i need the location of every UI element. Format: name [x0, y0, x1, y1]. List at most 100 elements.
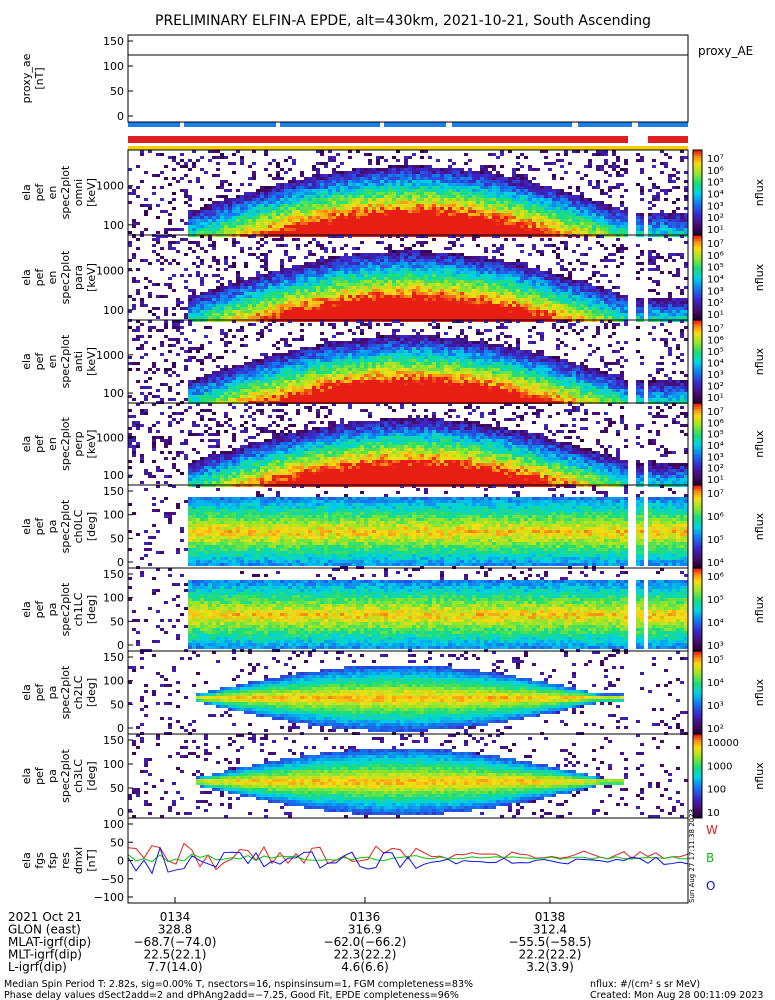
spectrogram-cell: [260, 204, 264, 207]
spectrogram-cell: [452, 244, 456, 247]
spectrogram-cell: [448, 201, 452, 204]
spectrogram-cell: [248, 235, 252, 238]
spectrogram-cell: [316, 201, 320, 204]
spectrogram-cell: [536, 301, 540, 304]
spectrogram-cell: [544, 313, 548, 316]
spectrogram-cell: [356, 304, 360, 307]
spectrogram-cell: [612, 210, 616, 213]
spectrogram-cell: [420, 250, 424, 253]
spectrogram-cell: [564, 153, 568, 156]
spectrogram-cell: [368, 304, 372, 307]
spectrogram-cell: [184, 201, 188, 204]
colorbar-cell: [693, 188, 702, 190]
spectrogram-cell: [384, 310, 388, 313]
spectrogram-cell: [316, 174, 320, 177]
spectrogram-cell: [348, 280, 352, 283]
spectrogram-cell: [392, 262, 396, 265]
spectrogram-cell: [508, 301, 512, 304]
spectrogram-cell: [448, 310, 452, 313]
spectrogram-cell: [264, 201, 268, 204]
spectrogram-cell: [340, 283, 344, 286]
spectrogram-cell: [300, 174, 304, 177]
spectrogram-cell: [244, 289, 248, 292]
spectrogram-cell: [360, 271, 364, 274]
spectrogram-cell: [548, 301, 552, 304]
spectrogram-cell: [296, 286, 300, 289]
spectrogram-cell: [484, 192, 488, 195]
spectrogram-cell: [352, 295, 356, 298]
spectrogram-cell: [476, 301, 480, 304]
spectrogram-cell: [200, 198, 204, 201]
spectrogram-cell: [148, 204, 152, 207]
spectrogram-cell: [396, 265, 400, 268]
spectrogram-cell: [580, 316, 584, 319]
spectrogram-cell: [184, 162, 188, 165]
spectrogram-cell: [212, 259, 216, 262]
colorbar-tick-label: 10⁴: [707, 190, 724, 201]
spectrogram-cell: [592, 292, 596, 295]
spectrogram-cell: [664, 228, 668, 231]
spectrogram-cell: [348, 292, 352, 295]
spectrogram-cell: [472, 286, 476, 289]
spectrogram-cell: [372, 207, 376, 210]
spectrogram-cell: [596, 298, 600, 301]
spectrogram-cell: [436, 268, 440, 271]
spectrogram-cell: [476, 195, 480, 198]
spectrogram-cell: [252, 301, 256, 304]
spectrogram-cell: [224, 310, 228, 313]
spectrogram-cell: [320, 262, 324, 265]
spectrogram-cell: [496, 219, 500, 222]
spectrogram-cell: [520, 301, 524, 304]
spectrogram-cell: [264, 225, 268, 228]
spectrogram-cell: [304, 186, 308, 189]
spectrogram-cell: [612, 213, 616, 216]
spectrogram-cell: [484, 225, 488, 228]
figure-title: PRELIMINARY ELFIN-A EPDE, alt=430km, 202…: [155, 13, 651, 29]
spectrogram-cell: [264, 298, 268, 301]
spectrogram-cell: [668, 219, 672, 222]
spectrogram-cell: [532, 283, 536, 286]
spectrogram-cell: [392, 201, 396, 204]
spectrogram-cell: [284, 268, 288, 271]
spectrogram-cell: [408, 247, 412, 250]
spectrogram-cell: [300, 265, 304, 268]
spectrogram-cell: [304, 265, 308, 268]
spectrogram-cell: [292, 210, 296, 213]
spectrogram-cell: [600, 192, 604, 195]
spectrogram-cell: [552, 304, 556, 307]
spectrogram-cell: [352, 180, 356, 183]
spectrogram-cell: [484, 262, 488, 265]
spectrogram-cell: [312, 277, 316, 280]
spectrogram-cell: [356, 222, 360, 225]
spectrogram-cell: [248, 204, 252, 207]
spectrogram-cell: [388, 256, 392, 259]
spectrogram-cell: [516, 213, 520, 216]
spectrogram-cell: [532, 313, 536, 316]
spectrogram-cell: [276, 244, 280, 247]
spectrogram-cell: [192, 241, 196, 244]
spectrogram-cell: [336, 256, 340, 259]
spectrogram-cell: [376, 259, 380, 262]
spectrogram-cell: [424, 168, 428, 171]
spectrogram-cell: [352, 268, 356, 271]
spectrogram-cell: [420, 313, 424, 316]
spectrogram-cell: [388, 201, 392, 204]
spectrogram-cell: [240, 277, 244, 280]
spectrogram-cell: [352, 225, 356, 228]
spectrogram-cell: [512, 183, 516, 186]
spectrogram-cell: [332, 210, 336, 213]
spectrogram-cell: [440, 292, 444, 295]
spectrogram-cell: [652, 186, 656, 189]
spectrogram-cell: [200, 313, 204, 316]
spectrogram-cell: [220, 210, 224, 213]
spectrogram-cell: [408, 295, 412, 298]
spectrogram-cell: [560, 198, 564, 201]
spectrogram-cell: [648, 253, 652, 256]
spectrogram-cell: [444, 313, 448, 316]
spectrogram-cell: [248, 213, 252, 216]
spectrogram-cell: [380, 219, 384, 222]
spectrogram-cell: [356, 195, 360, 198]
spectrogram-cell: [304, 316, 308, 319]
spectrogram-cell: [564, 204, 568, 207]
spectrogram-cell: [592, 289, 596, 292]
